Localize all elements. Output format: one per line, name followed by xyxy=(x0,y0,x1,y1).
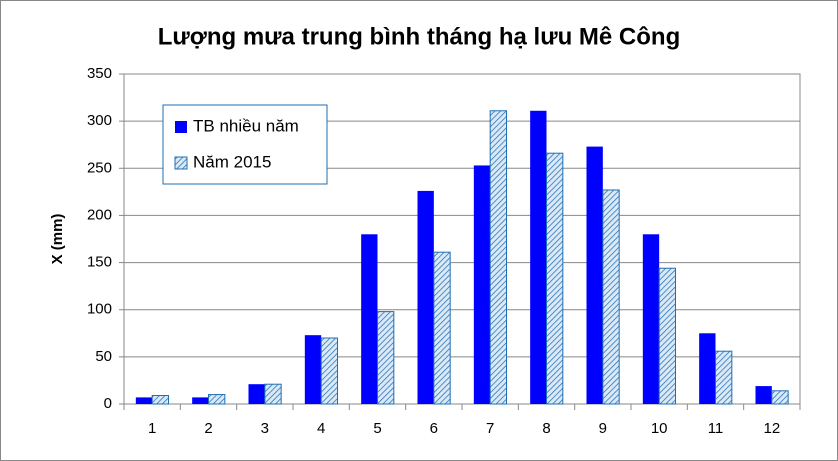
bar xyxy=(546,152,564,405)
x-tick-label: 2 xyxy=(204,420,212,437)
y-tick-label: 0 xyxy=(104,395,112,412)
y-tick-label: 250 xyxy=(87,159,112,176)
bar xyxy=(248,384,265,404)
bar xyxy=(135,397,153,404)
x-tick-label: 3 xyxy=(261,420,269,437)
x-tick-label: 12 xyxy=(763,420,780,437)
x-tick-label: 6 xyxy=(430,420,438,437)
x-tick-label: 7 xyxy=(486,420,494,437)
x-tick-label: 1 xyxy=(148,420,156,437)
bar xyxy=(602,189,620,405)
bar xyxy=(771,390,789,405)
y-tick-label: 50 xyxy=(95,348,112,365)
bar xyxy=(304,335,322,404)
x-tick-label: 10 xyxy=(651,420,668,437)
legend-box xyxy=(162,104,328,185)
bar xyxy=(642,234,660,404)
x-tick-label: 5 xyxy=(373,420,381,437)
y-tick-label: 300 xyxy=(87,112,112,129)
legend-label: TB nhiều năm xyxy=(193,116,299,135)
bar xyxy=(658,267,677,405)
y-tick-label: 150 xyxy=(87,254,112,271)
bar xyxy=(715,350,733,405)
bar xyxy=(433,251,451,405)
legend-swatch xyxy=(175,121,187,133)
bar xyxy=(361,234,378,404)
y-tick-label: 200 xyxy=(87,206,112,223)
y-tick-label: 100 xyxy=(87,301,112,318)
x-tick-label: 8 xyxy=(542,420,550,437)
bar xyxy=(320,337,339,405)
bar xyxy=(377,311,395,405)
bar xyxy=(192,397,209,404)
bar xyxy=(489,110,508,405)
legend-swatch xyxy=(174,156,188,170)
bar xyxy=(473,165,491,404)
x-tick-label: 4 xyxy=(317,420,325,437)
y-axis-label: X (mm) xyxy=(49,214,66,265)
legend-label: Năm 2015 xyxy=(193,152,271,171)
bar xyxy=(264,383,282,405)
bar xyxy=(530,110,547,405)
bar xyxy=(586,146,603,404)
y-tick-label: 350 xyxy=(87,65,112,82)
x-tick-label: 11 xyxy=(708,420,724,437)
bar xyxy=(208,394,226,405)
bar xyxy=(699,333,716,404)
bar xyxy=(151,395,170,405)
bar xyxy=(755,386,772,404)
x-tick-label: 9 xyxy=(599,420,607,437)
chart-title: Lượng mưa trung bình tháng hạ lưu Mê Côn… xyxy=(158,23,680,50)
bar xyxy=(417,190,434,404)
